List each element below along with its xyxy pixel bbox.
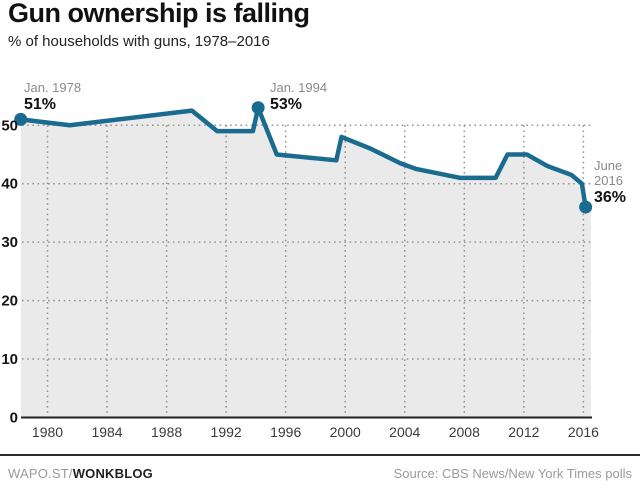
trend-line <box>18 105 588 210</box>
annotation-june-2016: June 2016 36% <box>594 158 626 206</box>
x-tick-label: 1984 <box>91 424 122 440</box>
annotation-jan-1994: Jan. 1994 53% <box>270 80 327 113</box>
footer-brand-name: WONKBLOG <box>72 466 153 481</box>
footer-brand-prefix: WAPO.ST/ <box>8 466 73 481</box>
page-title: Gun ownership is falling <box>8 0 310 28</box>
annotation-value: 36% <box>594 189 627 206</box>
footer-source: Source: CBS News/New York Times polls <box>393 466 632 481</box>
annotation-date: Jan. 1978 <box>24 80 82 95</box>
footer-brand: WAPO.ST/WONKBLOG <box>8 466 153 481</box>
y-tick-label: 50 <box>1 117 18 134</box>
chart-canvas: 0 10 20 30 40 50 1980 1984 1988 1992 1996 2000 2004 2… <box>1 101 599 440</box>
x-tick-label: 1996 <box>270 424 301 440</box>
annotation-date-line1: June <box>594 158 623 173</box>
y-tick-label: 0 <box>10 410 18 427</box>
y-tick-label: 10 <box>1 351 18 368</box>
data-point-marker <box>14 112 28 126</box>
annotation-value: 51% <box>24 96 57 113</box>
annotation-date: Jan. 1994 <box>270 80 328 95</box>
x-tick-label: 1980 <box>32 424 63 440</box>
x-tick-label: 2012 <box>508 424 539 440</box>
x-tick-label: 2016 <box>568 424 599 440</box>
y-tick-label: 30 <box>1 234 18 251</box>
data-point-marker <box>579 200 593 214</box>
y-tick-label: 40 <box>1 176 18 193</box>
annotation-date-line2: 2016 <box>594 173 623 188</box>
x-tick-label: 2008 <box>449 424 480 440</box>
annotation-value: 53% <box>270 96 303 113</box>
x-tick-label: 1988 <box>151 424 182 440</box>
data-point-marker <box>251 101 265 115</box>
x-tick-label: 1992 <box>211 424 242 440</box>
area-fill <box>20 107 591 418</box>
y-tick-label: 20 <box>1 293 18 310</box>
x-tick-label: 2000 <box>330 424 361 440</box>
x-tick-label: 2004 <box>389 424 420 440</box>
annotation-jan-1978: Jan. 1978 51% <box>24 80 81 113</box>
footer-divider <box>0 454 640 456</box>
chart-subtitle: % of households with guns, 1978–2016 <box>8 33 270 50</box>
